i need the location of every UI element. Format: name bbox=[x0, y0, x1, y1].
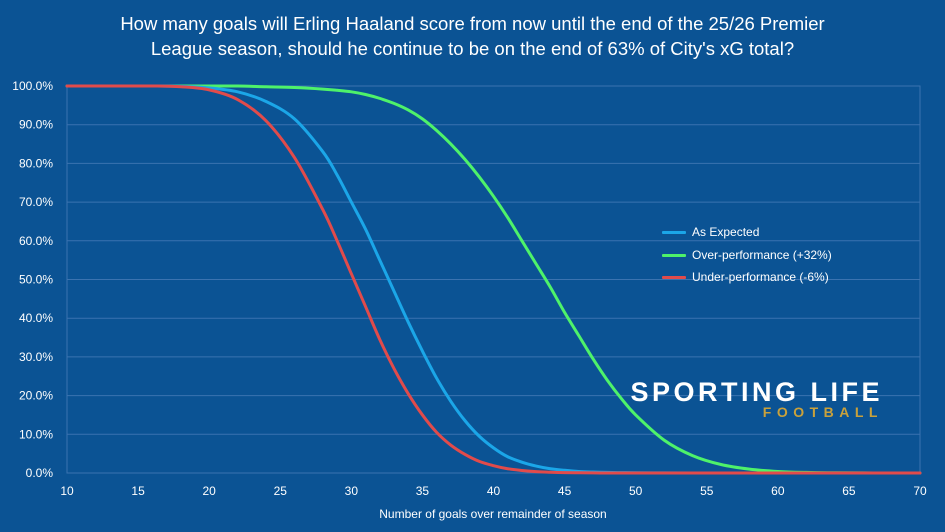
chart-title-line-1: How many goals will Erling Haaland score… bbox=[120, 13, 825, 34]
y-tick-label: 10.0% bbox=[19, 427, 53, 441]
x-tick-label: 35 bbox=[416, 484, 430, 498]
x-tick-label: 65 bbox=[842, 484, 856, 498]
x-axis-label: Number of goals over remainder of season bbox=[379, 507, 606, 521]
y-tick-label: 60.0% bbox=[19, 234, 53, 248]
y-tick-label: 30.0% bbox=[19, 350, 53, 364]
chart-title-line-2: League season, should he continue to be … bbox=[150, 38, 795, 59]
y-tick-label: 100.0% bbox=[12, 79, 53, 93]
x-tick-label: 40 bbox=[487, 484, 501, 498]
x-tick-label: 30 bbox=[345, 484, 359, 498]
brand-logo-name: SPORTING LIFE bbox=[630, 377, 883, 407]
y-axis-ticks: 0.0% 10.0% 20.0% 30.0% 40.0% 50.0% 60.0% 70.0% 8… bbox=[12, 79, 53, 480]
series-line-over-performance-32 bbox=[65, 84, 922, 475]
legend-label-over-performance: Over-performance (+32%) bbox=[692, 247, 832, 262]
brand-logo-subname: FOOTBALL bbox=[762, 404, 883, 420]
x-tick-label: 60 bbox=[771, 484, 785, 498]
series-lines bbox=[65, 84, 922, 475]
x-tick-label: 15 bbox=[131, 484, 145, 498]
legend-swatch-over-performance bbox=[662, 253, 686, 257]
y-tick-label: 50.0% bbox=[19, 273, 53, 287]
x-tick-label: 20 bbox=[202, 484, 216, 498]
legend-swatch-as-expected bbox=[662, 231, 686, 234]
y-tick-label: 40.0% bbox=[19, 311, 53, 325]
y-tick-label: 0.0% bbox=[26, 466, 54, 480]
legend-swatch-under-performance bbox=[662, 276, 686, 279]
series-line-under-performance-6 bbox=[65, 84, 922, 475]
x-tick-label: 45 bbox=[558, 484, 572, 498]
legend-label-as-expected: As Expected bbox=[692, 225, 760, 239]
x-axis-ticks: 10 15 20 25 30 35 40 45 50 55 60 65 70 bbox=[60, 484, 927, 498]
y-tick-label: 80.0% bbox=[19, 156, 53, 170]
y-tick-label: 20.0% bbox=[19, 389, 53, 403]
y-tick-label: 90.0% bbox=[19, 118, 53, 132]
legend-label-under-performance: Under-performance (-6%) bbox=[692, 270, 829, 284]
y-tick-label: 70.0% bbox=[19, 195, 53, 209]
x-tick-label: 70 bbox=[913, 484, 927, 498]
x-tick-label: 25 bbox=[274, 484, 288, 498]
x-tick-label: 55 bbox=[700, 484, 714, 498]
x-tick-label: 50 bbox=[629, 484, 643, 498]
x-tick-label: 10 bbox=[60, 484, 74, 498]
